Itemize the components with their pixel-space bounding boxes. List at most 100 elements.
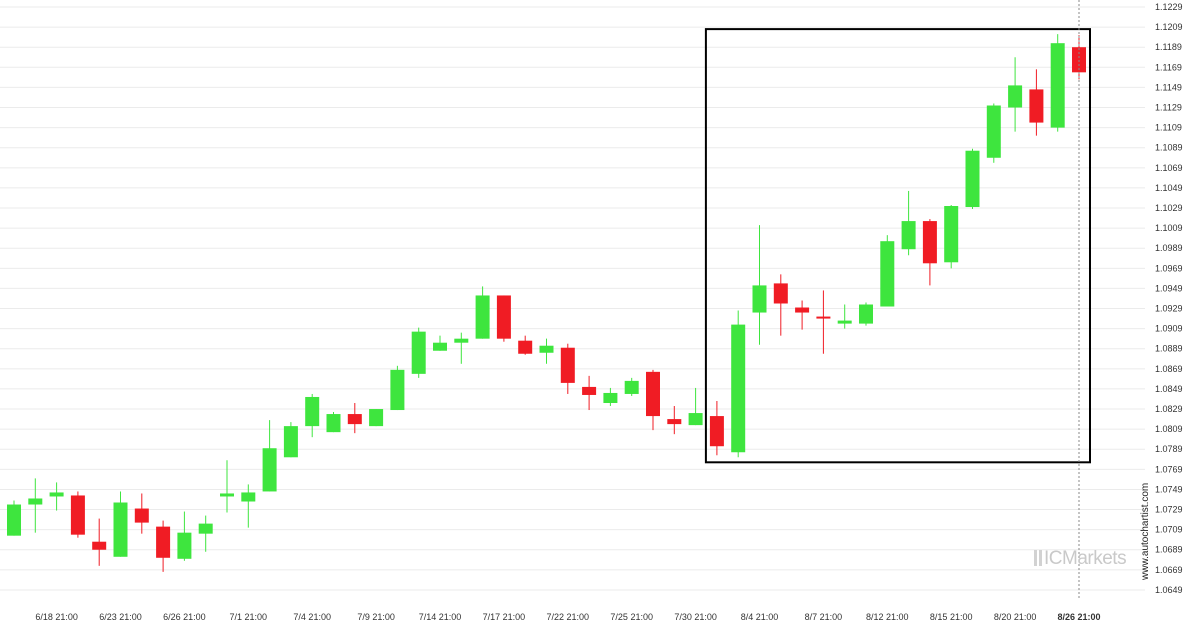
candle-body — [539, 345, 554, 353]
y-tick-label: 1.0789 — [1155, 444, 1183, 454]
brand-logo: ICMarkets — [1034, 548, 1127, 570]
bullish-candle — [262, 420, 277, 492]
candle-body — [688, 413, 703, 426]
candle-body — [986, 105, 1001, 158]
candle-body — [944, 206, 959, 263]
y-tick-label: 1.1129 — [1155, 103, 1182, 113]
bullish-candle — [475, 286, 490, 339]
y-axis-tick-labels: 1.1229 1.1209 1.1189 1.1169 1.1149 1.1129 1.11… — [1155, 2, 1183, 595]
bullish-candle — [688, 387, 703, 426]
y-tick-label: 1.1089 — [1155, 143, 1183, 153]
bullish-candle — [411, 327, 426, 378]
brand-part1: IC — [1044, 548, 1063, 569]
y-tick-label: 1.1189 — [1155, 42, 1182, 52]
bearish-candle — [560, 343, 575, 394]
candle-body — [113, 502, 128, 557]
x-tick-label: 7/1 21:00 — [230, 612, 268, 622]
candle-body — [305, 396, 320, 427]
x-tick-label: 6/23 21:00 — [99, 612, 142, 622]
bullish-candle — [752, 225, 767, 345]
bearish-candle — [795, 300, 810, 330]
candle-body — [7, 504, 21, 536]
bearish-candle — [773, 274, 788, 336]
x-axis-tick-labels: 6/18 21:00 6/23 21:00 6/26 21:00 7/1 21:00 7… — [35, 612, 1100, 622]
y-tick-label: 1.0909 — [1155, 324, 1183, 334]
candle-body — [28, 498, 43, 505]
bearish-candle — [70, 491, 85, 538]
candle-body — [901, 221, 916, 250]
y-tick-label: 1.0989 — [1155, 243, 1183, 253]
bullish-candle — [1008, 57, 1023, 132]
candle-body — [816, 316, 831, 319]
bearish-candle — [709, 400, 724, 456]
bullish-candle — [901, 190, 916, 256]
bullish-candle — [859, 302, 873, 326]
bearish-candle — [582, 375, 597, 411]
bullish-candle — [28, 478, 43, 533]
x-tick-label: 7/14 21:00 — [419, 612, 462, 622]
x-tick-label: 8/4 21:00 — [741, 612, 779, 622]
x-tick-label: 7/9 21:00 — [357, 612, 395, 622]
bullish-candle — [731, 310, 746, 458]
candle-body — [965, 150, 980, 208]
bullish-candle — [1050, 34, 1065, 132]
y-tick-label: 1.1149 — [1155, 82, 1182, 92]
candle-body — [1072, 47, 1086, 73]
pattern-highlight-box — [704, 28, 1092, 464]
candle-body — [1029, 89, 1044, 123]
y-tick-label: 1.0649 — [1155, 585, 1183, 595]
bullish-candle — [283, 422, 298, 458]
bullish-candle — [624, 377, 639, 396]
bullish-candle — [177, 511, 192, 561]
bullish-candle — [198, 515, 213, 552]
candle-body — [560, 347, 575, 383]
candle-body — [177, 532, 192, 559]
bearish-candle — [156, 520, 171, 572]
bullish-candle — [7, 500, 21, 536]
candle-body — [475, 295, 490, 339]
x-tick-label: 7/25 21:00 — [610, 612, 653, 622]
candle-body — [518, 340, 533, 354]
bullish-candle — [454, 332, 469, 364]
y-tick-label: 1.0709 — [1155, 525, 1183, 535]
bullish-candle — [837, 304, 852, 329]
y-tick-label: 1.0669 — [1155, 565, 1183, 575]
y-tick-label: 1.1169 — [1155, 62, 1182, 72]
candle-body — [369, 409, 384, 427]
bullish-candle — [390, 365, 405, 411]
bearish-candle — [646, 369, 660, 431]
candle-body — [773, 283, 788, 304]
bearish-candle — [667, 406, 682, 435]
candle-body — [795, 307, 810, 313]
y-tick-label: 1.0749 — [1155, 484, 1183, 494]
candle-body — [837, 320, 852, 324]
bullish-candle — [433, 335, 447, 351]
y-tick-label: 1.0829 — [1155, 404, 1183, 414]
x-tick-label: 8/7 21:00 — [805, 612, 843, 622]
candle-body — [390, 369, 405, 411]
y-tick-label: 1.0969 — [1155, 263, 1183, 273]
candle-body — [582, 386, 597, 395]
x-tick-label: 8/20 21:00 — [994, 612, 1037, 622]
candle-body — [220, 493, 234, 497]
candle-body — [624, 380, 639, 394]
y-tick-label: 1.1209 — [1155, 22, 1183, 32]
x-tick-label: 7/22 21:00 — [547, 612, 590, 622]
x-tick-label: 8/12 21:00 — [866, 612, 909, 622]
candle-body — [156, 526, 171, 558]
brand-part2: Markets — [1062, 548, 1127, 569]
candle-body — [198, 523, 213, 534]
bearish-candle — [816, 290, 831, 354]
y-tick-label: 1.1229 — [1155, 2, 1183, 12]
y-tick-label: 1.1029 — [1155, 203, 1183, 213]
candle-body — [731, 324, 746, 453]
bullish-candle — [326, 412, 341, 433]
candle-body — [752, 285, 767, 313]
candle-body — [496, 295, 511, 339]
y-tick-label: 1.0769 — [1155, 464, 1183, 474]
bullish-candle — [220, 460, 234, 513]
y-tick-label: 1.1009 — [1155, 223, 1183, 233]
bullish-candle — [369, 409, 384, 427]
candle-body — [134, 508, 149, 523]
x-tick-label: 7/30 21:00 — [674, 612, 717, 622]
